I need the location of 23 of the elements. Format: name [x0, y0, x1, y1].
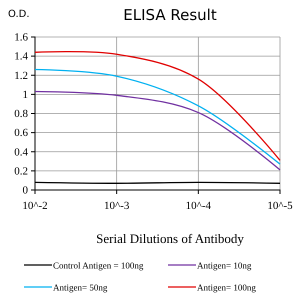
y-tick-label: 0.6: [14, 127, 28, 140]
legend-label: Antigen= 100ng: [197, 282, 256, 292]
y-tick-label: 0.2: [14, 165, 28, 178]
legend-label: Control Antigen = 100ng: [53, 260, 144, 270]
y-tick-label: 0.4: [14, 146, 28, 158]
line-series: [34, 68, 281, 165]
y-axis-title: O.D.: [8, 9, 30, 20]
y-tick-label: 1.2: [14, 70, 28, 82]
y-tick-label: 1.6: [14, 32, 28, 44]
line-series: [34, 50, 281, 162]
y-tick-label: 0.8: [14, 108, 28, 120]
chart-title: ELISA Result: [123, 6, 217, 24]
legend-label: Antigen= 50ng: [53, 282, 108, 292]
legend-label: Antigen= 10ng: [197, 260, 252, 270]
y-tick-label: 1: [22, 88, 28, 101]
x-tick-label: 10^-5: [267, 200, 294, 212]
y-tick-label: 0: [22, 184, 28, 197]
x-tick-label: 10^-3: [104, 200, 130, 212]
x-tick-label: 10^-2: [22, 200, 48, 212]
x-axis-title: Serial Dilutions of Antibody: [96, 231, 244, 246]
x-tick-label: 10^-4: [186, 200, 212, 212]
y-tick-label: 1.4: [14, 50, 28, 63]
line-series: [34, 90, 281, 171]
